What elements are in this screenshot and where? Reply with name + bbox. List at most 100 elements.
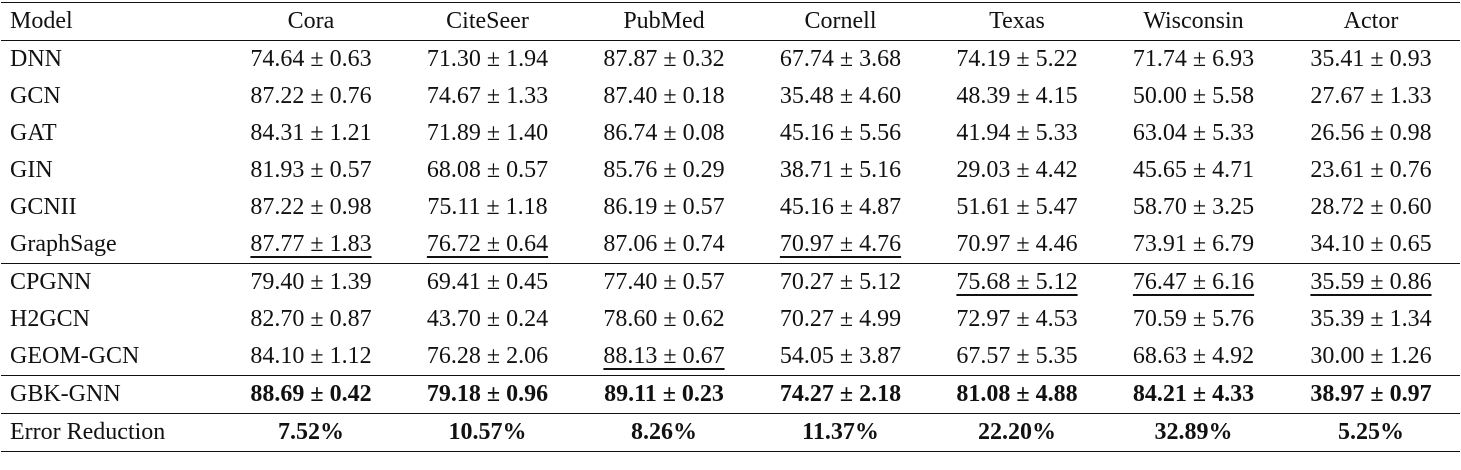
- cell-text: Wisconsin: [1143, 8, 1244, 34]
- table-cell: 41.94 ± 5.33: [929, 115, 1105, 152]
- cell-text: 43.70 ± 0.24: [426, 306, 549, 332]
- cell-text: 84.21 ± 4.33: [1132, 381, 1255, 407]
- table-cell: 72.97 ± 4.53: [929, 301, 1105, 338]
- table-cell: 88.13 ± 0.67: [576, 338, 752, 376]
- cell-text: 51.61 ± 5.47: [956, 194, 1078, 220]
- table-cell: 78.60 ± 0.62: [576, 301, 752, 338]
- cell-text: 35.48 ± 4.60: [779, 83, 902, 109]
- cell-text: 82.70 ± 0.87: [250, 306, 372, 332]
- table-cell: 68.08 ± 0.57: [399, 152, 576, 189]
- cell-text: CPGNN: [10, 269, 92, 295]
- table-cell: 69.41 ± 0.45: [399, 263, 576, 301]
- cell-text: 76.47 ± 6.16: [1132, 269, 1255, 295]
- table-cell: 85.76 ± 0.29: [576, 152, 752, 189]
- table-cell: 50.00 ± 5.58: [1105, 78, 1282, 115]
- row-label: DNN: [1, 41, 223, 79]
- cell-text: 86.19 ± 0.57: [603, 194, 725, 220]
- table-cell: PubMed: [576, 2, 752, 41]
- table-cell: 82.70 ± 0.87: [223, 301, 399, 338]
- cell-text: 28.72 ± 0.60: [1310, 194, 1432, 220]
- table-cell: 71.89 ± 1.40: [399, 115, 576, 152]
- cell-text: 69.41 ± 0.45: [426, 269, 549, 295]
- table-cell: 87.40 ± 0.18: [576, 78, 752, 115]
- cell-text: 32.89%: [1154, 419, 1233, 445]
- cell-text: Error Reduction: [10, 419, 166, 445]
- cell-text: DNN: [10, 46, 62, 72]
- cell-text: 84.10 ± 1.12: [250, 343, 372, 369]
- cell-text: 88.69 ± 0.42: [250, 381, 372, 407]
- cell-text: Model: [10, 8, 73, 34]
- cell-text: 70.27 ± 5.12: [779, 269, 902, 295]
- table-cell: 86.19 ± 0.57: [576, 189, 752, 226]
- table-cell: CiteSeer: [399, 2, 576, 41]
- cell-text: 30.00 ± 1.26: [1310, 343, 1432, 369]
- table-cell: 35.41 ± 0.93: [1282, 41, 1460, 79]
- cell-text: 84.31 ± 1.21: [250, 120, 372, 146]
- cell-text: 87.06 ± 0.74: [603, 231, 725, 257]
- cell-text: 81.08 ± 4.88: [956, 381, 1078, 407]
- cell-text: 29.03 ± 4.42: [956, 157, 1078, 183]
- cell-text: Texas: [989, 8, 1045, 34]
- cell-text: 50.00 ± 5.58: [1132, 83, 1255, 109]
- table-cell: 43.70 ± 0.24: [399, 301, 576, 338]
- cell-text: 38.97 ± 0.97: [1310, 381, 1432, 407]
- cell-text: 81.93 ± 0.57: [250, 157, 372, 183]
- cell-text: 35.59 ± 0.86: [1310, 269, 1432, 295]
- table-cell: 87.22 ± 0.76: [223, 78, 399, 115]
- table-cell: 7.52%: [223, 413, 399, 452]
- table-cell: 87.22 ± 0.98: [223, 189, 399, 226]
- cell-text: 11.37%: [802, 419, 879, 445]
- row-label: H2GCN: [1, 301, 223, 338]
- table-cell: 27.67 ± 1.33: [1282, 78, 1460, 115]
- cell-text: 89.11 ± 0.23: [604, 381, 724, 407]
- cell-text: 7.52%: [278, 419, 344, 445]
- table-cell: 70.97 ± 4.76: [752, 226, 929, 264]
- table-cell: 79.18 ± 0.96: [399, 375, 576, 414]
- cell-text: GBK-GNN: [10, 381, 121, 407]
- table-cell: 70.27 ± 5.12: [752, 263, 929, 301]
- cell-text: 70.97 ± 4.46: [956, 231, 1078, 257]
- table-cell: 38.97 ± 0.97: [1282, 375, 1460, 414]
- cell-text: H2GCN: [10, 306, 91, 332]
- cell-text: 70.97 ± 4.76: [779, 231, 902, 257]
- table-cell: 79.40 ± 1.39: [223, 263, 399, 301]
- cell-text: 72.97 ± 4.53: [956, 306, 1078, 332]
- cell-text: 63.04 ± 5.33: [1132, 120, 1255, 146]
- cell-text: 87.87 ± 0.32: [603, 46, 725, 72]
- table-cell: 75.11 ± 1.18: [399, 189, 576, 226]
- cell-text: Cornell: [804, 8, 877, 34]
- cell-text: 5.25%: [1338, 419, 1404, 445]
- row-label: GCN: [1, 78, 223, 115]
- table-cell: 81.93 ± 0.57: [223, 152, 399, 189]
- cell-text: 76.28 ± 2.06: [426, 343, 549, 369]
- table-row: H2GCN 82.70 ± 0.87 43.70 ± 0.24 78.60 ± 0.6…: [1, 301, 1460, 338]
- table-cell: 70.59 ± 5.76: [1105, 301, 1282, 338]
- table-cell: Cora: [223, 2, 399, 41]
- cell-text: 87.22 ± 0.98: [250, 194, 372, 220]
- table-cell: 58.70 ± 3.25: [1105, 189, 1282, 226]
- table-cell: 84.10 ± 1.12: [223, 338, 399, 376]
- cell-text: 35.41 ± 0.93: [1310, 46, 1432, 72]
- table-row: GCN 87.22 ± 0.76 74.67 ± 1.33 87.40 ± 0.18 3…: [1, 78, 1460, 115]
- cell-text: 79.40 ± 1.39: [250, 269, 372, 295]
- table-cell: 23.61 ± 0.76: [1282, 152, 1460, 189]
- cell-text: 75.68 ± 5.12: [956, 269, 1078, 295]
- cell-text: 87.22 ± 0.76: [250, 83, 372, 109]
- cell-text: 74.64 ± 0.63: [250, 46, 372, 72]
- table-cell: 88.69 ± 0.42: [223, 375, 399, 414]
- cell-text: 68.08 ± 0.57: [426, 157, 549, 183]
- row-label: GIN: [1, 152, 223, 189]
- table-cell: 77.40 ± 0.57: [576, 263, 752, 301]
- cell-text: GEOM-GCN: [10, 343, 140, 369]
- table-cell: 74.27 ± 2.18: [752, 375, 929, 414]
- cell-text: 70.27 ± 4.99: [779, 306, 902, 332]
- cell-text: 48.39 ± 4.15: [956, 83, 1078, 109]
- cell-text: 67.74 ± 3.68: [779, 46, 902, 72]
- table-cell: 84.21 ± 4.33: [1105, 375, 1282, 414]
- cell-text: 79.18 ± 0.96: [426, 381, 549, 407]
- table-cell: 35.59 ± 0.86: [1282, 263, 1460, 301]
- cell-text: 35.39 ± 1.34: [1310, 306, 1432, 332]
- cell-text: 45.16 ± 5.56: [779, 120, 902, 146]
- table-row: DNN 74.64 ± 0.63 71.30 ± 1.94 87.87 ± 0.32 6…: [1, 41, 1460, 79]
